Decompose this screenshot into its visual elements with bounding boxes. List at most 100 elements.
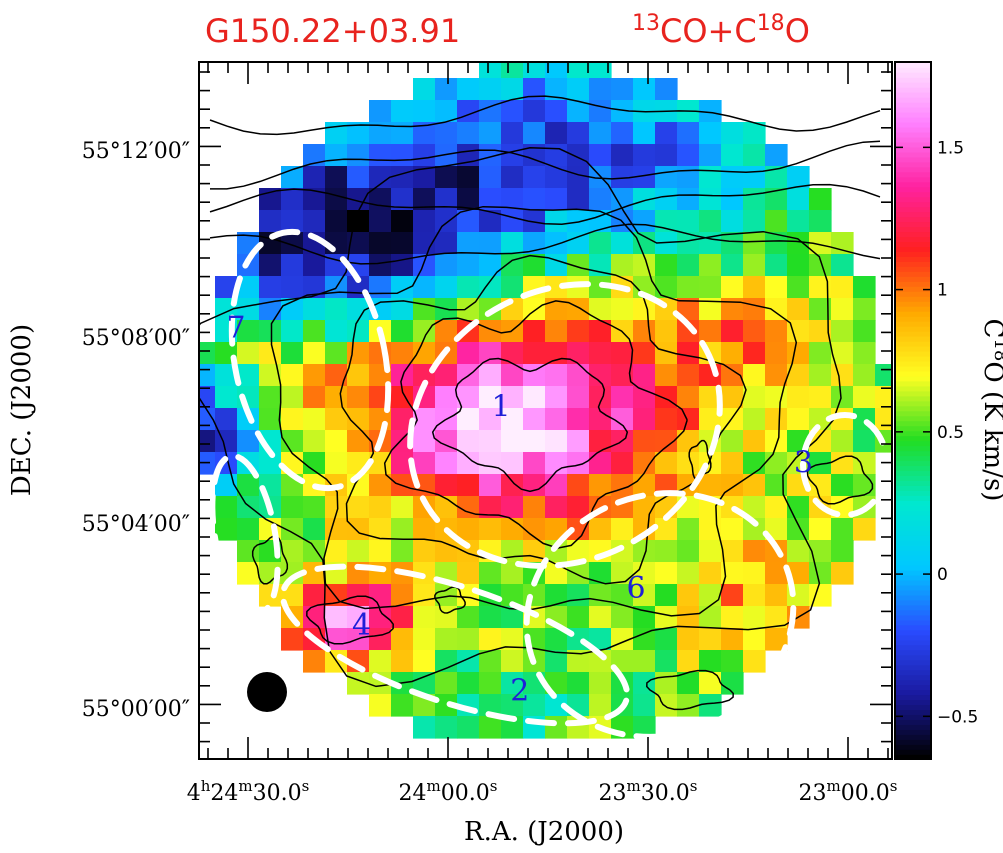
heatmap-pixel — [325, 540, 348, 563]
heatmap-pixel — [479, 166, 502, 189]
heatmap-pixel — [567, 320, 590, 343]
heatmap-pixel — [655, 562, 678, 585]
heatmap-pixel — [523, 62, 546, 79]
heatmap-pixel — [765, 562, 788, 585]
heatmap-pixel — [281, 320, 304, 343]
heatmap-pixel — [633, 254, 656, 277]
heatmap-pixel — [523, 210, 546, 233]
heatmap-pixel — [303, 320, 326, 343]
colorbar-step — [895, 644, 931, 651]
heatmap-pixel — [589, 474, 612, 497]
colorbar-step — [895, 166, 931, 173]
heatmap-pixel — [655, 232, 678, 255]
heatmap-pixel — [523, 364, 546, 387]
heatmap-pixel — [721, 650, 744, 673]
heatmap-pixel — [457, 122, 480, 145]
heatmap-pixel — [413, 298, 436, 321]
heatmap-pixel — [413, 540, 436, 563]
heatmap-pixel — [435, 100, 458, 123]
heatmap-pixel — [677, 122, 700, 145]
heatmap-pixel — [325, 430, 348, 453]
heatmap-pixel — [633, 694, 656, 717]
heatmap-pixel — [743, 342, 766, 365]
heatmap-pixel — [743, 430, 766, 453]
heatmap-pixel — [523, 320, 546, 343]
heatmap-pixel — [699, 474, 722, 497]
heatmap-pixel — [303, 276, 326, 299]
heatmap-pixel — [589, 100, 612, 123]
heatmap-pixel — [347, 540, 370, 563]
heatmap-pixel — [765, 166, 788, 189]
heatmap-pixel — [215, 430, 238, 453]
colorbar-step — [895, 286, 931, 292]
heatmap-pixel — [303, 144, 326, 167]
heatmap-pixel — [809, 342, 832, 365]
heatmap-pixel — [809, 518, 832, 541]
heatmap-pixel — [413, 430, 436, 453]
heatmap-pixel — [523, 430, 546, 453]
heatmap-pixel — [743, 254, 766, 277]
colorbar-step — [895, 345, 931, 352]
heatmap-pixel — [281, 540, 304, 563]
contour-line — [431, 357, 629, 493]
heatmap-pixel — [699, 320, 722, 343]
heatmap-pixel — [435, 584, 458, 607]
heatmap-pixel — [765, 584, 788, 607]
heatmap-pixel — [721, 254, 744, 277]
colorbar-step — [895, 241, 931, 248]
heatmap-pixel — [633, 210, 656, 233]
heatmap-pixel — [237, 364, 260, 387]
source-label-1: 1 — [492, 390, 511, 425]
heatmap-pixel — [721, 364, 744, 387]
heatmap-pixel — [853, 364, 876, 387]
colorbar-step — [895, 121, 931, 128]
heatmap-pixel — [501, 166, 524, 189]
colorbar-step — [895, 151, 931, 158]
colorbar-step — [895, 684, 931, 691]
colorbar-step — [895, 81, 931, 88]
heatmap-pixel — [237, 298, 260, 321]
heatmap-pixel — [435, 122, 458, 145]
heatmap-pixel — [589, 364, 612, 387]
colorbar-step — [895, 295, 931, 302]
heatmap-pixel — [391, 188, 414, 211]
heatmap-pixel — [853, 342, 876, 365]
colorbar-step — [895, 141, 931, 148]
heatmap-pixel — [259, 254, 282, 277]
heatmap-pixel — [611, 144, 634, 167]
heatmap-pixel — [765, 320, 788, 343]
heatmap-pixel — [501, 672, 524, 695]
heatmap-pixel — [589, 628, 612, 651]
dashed-ellipse — [523, 490, 797, 740]
colorbar-step — [895, 246, 931, 252]
heatmap-pixel — [413, 672, 436, 695]
contour-line — [270, 205, 798, 617]
heatmap-pixel — [721, 540, 744, 563]
heatmap-pixel — [303, 188, 326, 211]
colorbar-step — [895, 495, 931, 501]
heatmap-pixel — [523, 474, 546, 497]
heatmap-pixel — [369, 474, 392, 497]
colorbar-step — [895, 320, 931, 327]
colorbar-step — [895, 226, 931, 233]
colorbar-step — [895, 330, 931, 337]
heatmap-pixel — [831, 518, 854, 541]
heatmap-pixel — [545, 298, 568, 321]
colorbar-step — [895, 380, 931, 387]
heatmap-pixel — [457, 518, 480, 541]
heatmap-pixel — [809, 474, 832, 497]
heatmap-pixel — [567, 232, 590, 255]
heatmap-pixel — [391, 144, 414, 167]
colorbar-step — [895, 231, 931, 238]
colorbar-step — [895, 355, 931, 362]
colorbar-step — [895, 390, 931, 397]
heatmap-pixel — [545, 386, 568, 409]
heatmap-pixel — [721, 188, 744, 211]
heatmap-pixel — [743, 408, 766, 431]
heatmap-pixel — [325, 144, 348, 167]
heatmap-pixel — [809, 276, 832, 299]
heatmap-pixel — [699, 100, 722, 123]
colorbar-step — [895, 375, 931, 382]
colorbar-step — [895, 305, 931, 312]
